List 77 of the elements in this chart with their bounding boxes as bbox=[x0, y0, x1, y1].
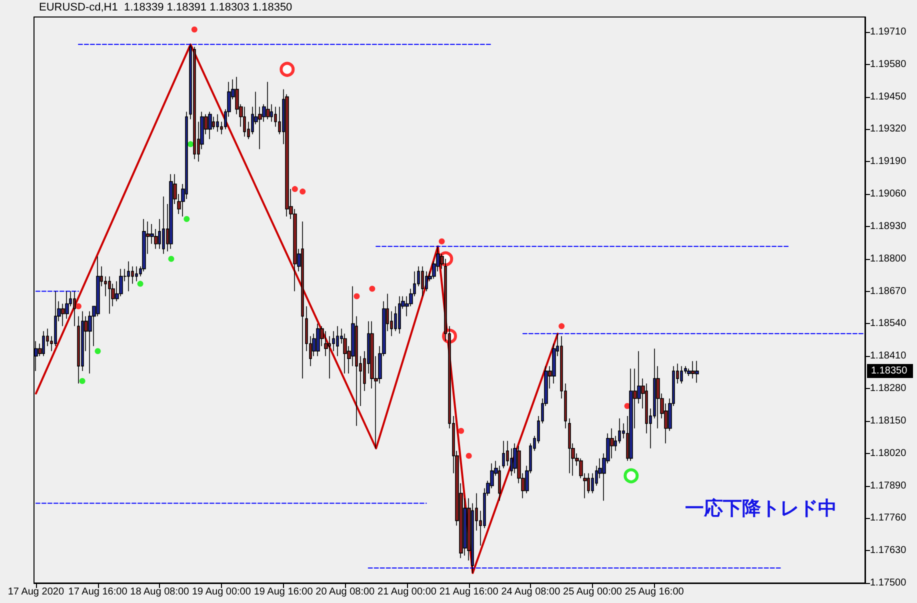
point bbox=[75, 303, 82, 310]
point bbox=[184, 216, 190, 222]
y-tick-label: 1.18670 bbox=[870, 286, 907, 297]
y-tick-label: 1.17630 bbox=[870, 545, 907, 556]
y-tick-label: 1.18410 bbox=[870, 350, 907, 362]
candlestick bbox=[119, 268, 123, 297]
y-tick-label: 1.18800 bbox=[870, 253, 907, 264]
x-tick-label: 17 Aug 2020 bbox=[8, 586, 64, 598]
y-tick-label: 1.19190 bbox=[870, 156, 907, 168]
y-tick-label: 1.17500 bbox=[870, 578, 907, 588]
point bbox=[79, 378, 86, 384]
candlestick bbox=[266, 81, 270, 120]
x-tick-label: 21 Aug 00:00 bbox=[378, 586, 437, 598]
y-tick-label: 1.19710 bbox=[870, 26, 907, 38]
annotation: 一応下降トレド中 bbox=[685, 498, 837, 520]
point bbox=[438, 238, 445, 244]
candlestick bbox=[316, 323, 320, 356]
point bbox=[191, 26, 198, 32]
candlestick bbox=[169, 174, 173, 250]
y-tick-label: 1.18930 bbox=[870, 220, 907, 232]
point bbox=[188, 141, 194, 148]
y-tick-label: 1.18020 bbox=[870, 448, 907, 459]
x-tick-label: 24 Aug 08:00 bbox=[501, 586, 561, 598]
candlestick bbox=[691, 360, 695, 379]
candlestick bbox=[42, 330, 45, 356]
x-tick-label: 19 Aug 16:00 bbox=[254, 586, 314, 598]
y-tick-label: 1.19060 bbox=[870, 188, 907, 200]
candlestick bbox=[568, 418, 571, 474]
x-tick-label: 19 Aug 00:00 bbox=[192, 586, 252, 598]
candlestick bbox=[336, 326, 339, 356]
candlestick bbox=[301, 221, 304, 379]
point bbox=[466, 452, 472, 459]
candlestick bbox=[54, 290, 57, 347]
candlestick bbox=[135, 266, 138, 282]
point bbox=[369, 286, 376, 292]
x-tick-label: 17 Aug 16:00 bbox=[68, 586, 128, 598]
y-tick-label: 1.17760 bbox=[870, 512, 907, 524]
candlestick bbox=[498, 465, 501, 502]
x-tick-label: 25 Aug 00:00 bbox=[563, 586, 622, 598]
candlestick bbox=[127, 260, 130, 292]
point bbox=[558, 323, 565, 330]
y-tick-label: 1.19450 bbox=[870, 91, 907, 102]
candlestick bbox=[193, 46, 196, 160]
text: 1.18350 bbox=[871, 366, 908, 377]
y-tick-label: 1.19320 bbox=[870, 124, 907, 135]
point bbox=[458, 428, 464, 434]
point bbox=[292, 186, 298, 192]
candlestick bbox=[680, 366, 683, 384]
x-tick-label: 25 Aug 16:00 bbox=[624, 586, 684, 598]
candlestick bbox=[243, 106, 246, 138]
candlestick bbox=[285, 94, 289, 217]
point bbox=[137, 280, 144, 287]
y-tick-label: 1.19580 bbox=[870, 58, 907, 70]
candlestick bbox=[421, 266, 424, 297]
candlestick bbox=[502, 440, 505, 469]
point bbox=[354, 293, 360, 300]
x-tick-label: 21 Aug 16:00 bbox=[439, 586, 499, 598]
point bbox=[300, 188, 306, 195]
candlestick bbox=[587, 472, 590, 494]
y-tick-label: 1.18280 bbox=[870, 383, 907, 394]
candlestick bbox=[398, 296, 401, 334]
candlestick bbox=[208, 111, 212, 140]
point bbox=[168, 256, 174, 262]
x-tick-label: 20 Aug 08:00 bbox=[316, 586, 376, 598]
candlestick bbox=[162, 196, 165, 254]
y-tick-label: 1.18150 bbox=[870, 415, 907, 426]
candlestick bbox=[108, 276, 111, 314]
candlestick bbox=[629, 368, 633, 462]
y-tick-label: 1.18540 bbox=[870, 318, 907, 330]
candlestick bbox=[695, 360, 699, 384]
candlestick bbox=[216, 114, 219, 132]
x-tick-label: 18 Aug 08:00 bbox=[130, 586, 190, 598]
candlestick bbox=[73, 290, 76, 327]
y-tick-label: 1.17890 bbox=[870, 480, 907, 492]
chart-title: EURUSD-cd,H1 1.18339 1.18391 1.18303 1.18350 bbox=[39, 2, 292, 14]
line-series bbox=[34, 43, 559, 574]
point bbox=[94, 348, 101, 354]
